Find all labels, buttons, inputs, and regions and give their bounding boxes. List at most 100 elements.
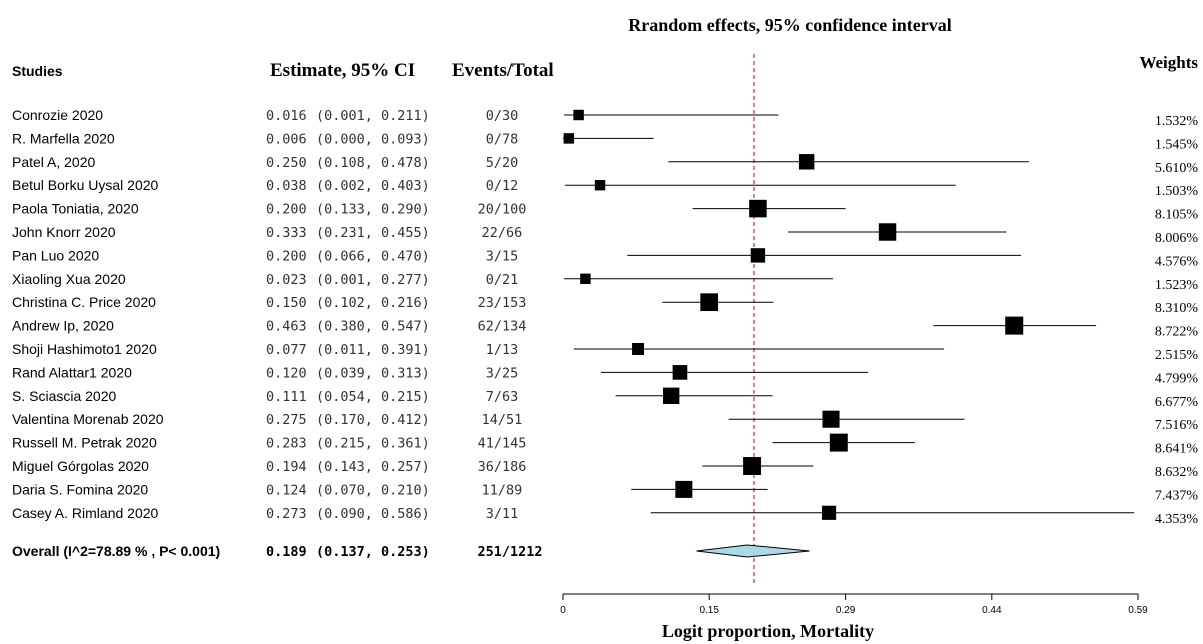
header-studies: Studies — [12, 63, 63, 79]
study-estimate: 0.200 — [266, 248, 307, 264]
study-events: 62/134 — [478, 319, 527, 335]
study-ci: (0.054, 0.215) — [316, 389, 430, 405]
study-name: Valentina Morenab 2020 — [12, 411, 164, 427]
study-events: 0/21 — [486, 272, 519, 288]
study-estimate: 0.124 — [266, 482, 307, 498]
study-name: Xiaoling Xua 2020 — [12, 271, 126, 287]
study-estimate: 0.006 — [266, 131, 307, 147]
study-weight: 8.310% — [1155, 301, 1199, 316]
study-ci: (0.380, 0.547) — [316, 319, 430, 335]
estimate-marker — [829, 433, 848, 452]
study-weight: 4.353% — [1155, 512, 1199, 527]
x-tick-label: 0.59 — [1128, 605, 1148, 616]
study-name: Conrozie 2020 — [12, 107, 103, 123]
study-weight: 1.503% — [1155, 184, 1199, 199]
study-row: Valentina Morenab 2020 0.275 (0.170, 0.412… — [12, 410, 1198, 433]
study-ci: (0.231, 0.455) — [316, 225, 430, 241]
study-ci: (0.002, 0.403) — [316, 178, 430, 194]
study-events: 1/13 — [486, 342, 519, 358]
study-ci: (0.215, 0.361) — [316, 436, 430, 452]
header-estimate: Estimate, 95% CI — [270, 60, 415, 81]
study-estimate: 0.038 — [266, 178, 307, 194]
study-ci: (0.143, 0.257) — [316, 459, 430, 475]
study-name: Patel A, 2020 — [12, 154, 96, 170]
study-weight: 5.610% — [1155, 161, 1199, 176]
x-axis-label: Logit proportion, Mortality — [662, 621, 874, 641]
study-row: R. Marfella 2020 0.006 (0.000, 0.093) 0/78 1… — [12, 130, 1198, 152]
study-row: Casey A. Rimland 2020 0.273 (0.090, 0.586)… — [12, 505, 1198, 527]
study-ci: (0.001, 0.277) — [316, 272, 430, 288]
study-estimate: 0.273 — [266, 506, 307, 522]
estimate-marker — [821, 505, 837, 520]
overall-label: Overall (I^2=78.89 % , P< 0.001) — [12, 543, 220, 559]
study-ci: (0.108, 0.478) — [316, 155, 430, 171]
x-tick-label: 0 — [560, 605, 566, 616]
x-axis: 0 0.15 0.29 0.44 0.59 — [560, 593, 1148, 616]
study-weight: 4.799% — [1155, 371, 1199, 386]
estimate-marker — [675, 480, 693, 498]
study-ci: (0.066, 0.470) — [316, 248, 430, 264]
estimate-marker — [750, 248, 766, 263]
study-weight: 1.532% — [1155, 114, 1199, 129]
study-events: 23/153 — [478, 295, 527, 311]
estimate-marker — [580, 273, 591, 285]
study-weight: 8.105% — [1155, 208, 1199, 223]
study-name: Pan Luo 2020 — [12, 247, 99, 263]
study-name: Casey A. Rimland 2020 — [12, 505, 159, 521]
study-row: Conrozie 2020 0.016 (0.001, 0.211) 0/30 1.53… — [12, 107, 1198, 129]
study-ci: (0.090, 0.586) — [316, 506, 430, 522]
study-weight: 7.437% — [1155, 488, 1199, 503]
estimate-marker — [573, 109, 584, 121]
study-row: Andrew Ip, 2020 0.463 (0.380, 0.547) 62/134… — [12, 316, 1199, 340]
study-row: Rand Alattar1 2020 0.120 (0.039, 0.313) 3/2… — [12, 364, 1198, 386]
header-events: Events/Total — [452, 60, 554, 81]
study-row: Daria S. Fomina 2020 0.124 (0.070, 0.210) 1… — [12, 480, 1199, 503]
overall-estimate: 0.189 — [266, 544, 307, 560]
study-name: Daria S. Fomina 2020 — [12, 481, 148, 497]
study-events: 0/30 — [486, 108, 519, 124]
study-events: 3/25 — [486, 365, 519, 381]
overall-events: 251/1212 — [477, 544, 542, 560]
study-events: 41/145 — [478, 436, 527, 452]
study-weight: 8.722% — [1155, 325, 1199, 340]
study-name: Rand Alattar1 2020 — [12, 364, 132, 380]
study-estimate: 0.333 — [266, 225, 307, 241]
study-estimate: 0.463 — [266, 319, 307, 335]
study-events: 11/89 — [482, 482, 523, 498]
study-weight: 8.632% — [1155, 465, 1199, 480]
study-row: Paola Toniatia, 2020 0.200 (0.133, 0.290) 2… — [12, 199, 1199, 223]
x-tick-label: 0.44 — [982, 605, 1002, 616]
study-name: Miguel Górgolas 2020 — [12, 458, 149, 474]
study-name: Paola Toniatia, 2020 — [12, 201, 139, 217]
study-name: Betul Borku Uysal 2020 — [12, 177, 159, 193]
study-ci: (0.001, 0.211) — [316, 108, 430, 124]
study-name: R. Marfella 2020 — [12, 130, 115, 146]
study-weight: 6.677% — [1155, 395, 1199, 410]
study-row: Xiaoling Xua 2020 0.023 (0.001, 0.277) 0/21… — [12, 271, 1198, 293]
x-tick-label: 0.15 — [699, 605, 719, 616]
estimate-marker — [672, 365, 688, 380]
study-rows: Conrozie 2020 0.016 (0.001, 0.211) 0/30 1.53… — [12, 107, 1198, 527]
study-ci: (0.039, 0.313) — [316, 365, 430, 381]
study-name: Shoji Hashimoto1 2020 — [12, 341, 157, 357]
study-weight: 8.641% — [1155, 442, 1199, 457]
study-weight: 8.006% — [1155, 231, 1199, 246]
study-weight: 1.523% — [1155, 278, 1199, 293]
study-events: 0/12 — [486, 178, 519, 194]
study-ci: (0.011, 0.391) — [316, 342, 430, 358]
x-tick-label: 0.29 — [836, 605, 856, 616]
study-events: 7/63 — [486, 389, 519, 405]
study-weight: 2.515% — [1155, 348, 1199, 363]
study-name: Christina C. Price 2020 — [12, 294, 156, 310]
estimate-marker — [749, 199, 767, 218]
study-name: Russell M. Petrak 2020 — [12, 435, 157, 451]
study-row: Shoji Hashimoto1 2020 0.077 (0.011, 0.391)… — [12, 341, 1198, 363]
study-row: Christina C. Price 2020 0.150 (0.102, 0.21… — [12, 293, 1198, 316]
study-events: 3/15 — [486, 248, 519, 264]
estimate-marker — [662, 387, 680, 404]
study-ci: (0.170, 0.412) — [316, 412, 430, 428]
header-weights: Weights — [1139, 53, 1198, 72]
study-ci: (0.070, 0.210) — [316, 482, 430, 498]
study-name: John Knorr 2020 — [12, 224, 116, 240]
